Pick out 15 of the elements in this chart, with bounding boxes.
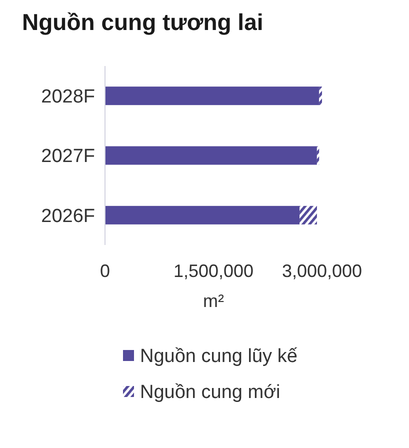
bar [105, 86, 320, 106]
bar [300, 206, 317, 224]
bar [105, 146, 317, 165]
legend-label: Nguồn cung lũy kế [140, 346, 298, 367]
chart-title: Nguồn cung tương lai [22, 9, 264, 35]
bar [105, 206, 300, 224]
x-tick-label: 1,500,000 [173, 261, 254, 281]
x-axis-title: m² [203, 291, 224, 311]
x-tick-label: 0 [100, 261, 110, 281]
bar [319, 86, 322, 106]
y-tick-label: 2026F [41, 206, 95, 227]
legend-label: Nguồn cung mới [140, 382, 280, 403]
y-tick-label: 2027F [41, 146, 95, 168]
x-tick-label: 3,000,000 [282, 261, 362, 281]
y-tick-label: 2028F [41, 86, 95, 108]
